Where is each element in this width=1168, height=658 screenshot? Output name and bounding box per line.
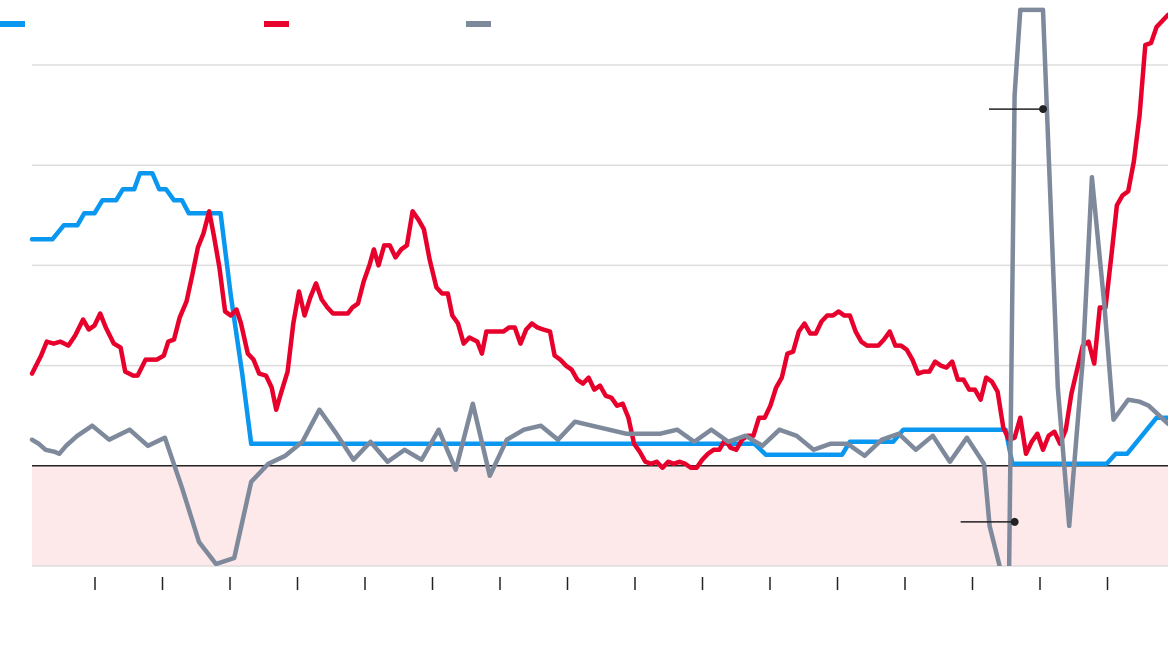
negative-region bbox=[32, 465, 1168, 566]
series-line-red bbox=[29, 12, 1168, 471]
legend-swatch-red bbox=[264, 21, 289, 27]
series-line-blue bbox=[29, 170, 1168, 467]
annotation-dot-upper-pointer bbox=[1039, 105, 1048, 114]
legend-swatch-blue bbox=[0, 21, 25, 27]
annotation-dot-lower-pointer bbox=[1010, 517, 1019, 526]
series-line-gray bbox=[29, 7, 1168, 566]
legend-swatch-gray bbox=[466, 21, 491, 27]
